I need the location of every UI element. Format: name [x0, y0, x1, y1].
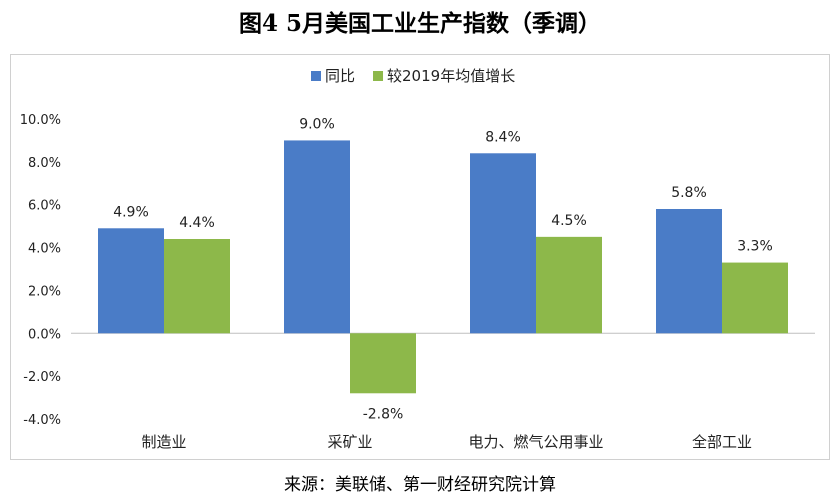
y-tick-label: 4.0% — [28, 242, 61, 257]
bar — [536, 236, 602, 334]
chart-title: 图4 5月美国工业生产指数（季调） — [238, 10, 601, 37]
legend-swatch — [373, 71, 384, 81]
data-label: 3.3% — [737, 239, 773, 255]
y-tick-label: -4.0% — [23, 413, 61, 428]
data-label: 4.5% — [551, 213, 587, 229]
y-tick-label: 8.0% — [28, 156, 61, 171]
legend-swatch — [311, 71, 321, 81]
bar — [722, 262, 788, 334]
chart-frame: 10.0% 8.0% 6.0% 4.0% 2.0% 0.0% -2.0% -4.0% 4.9% 4… — [10, 54, 830, 460]
y-tick-label: 6.0% — [28, 199, 61, 214]
bar — [284, 140, 350, 334]
data-label: 9.0% — [299, 116, 335, 132]
x-tick-label: 采矿业 — [327, 433, 372, 451]
bar — [656, 209, 722, 334]
data-label: 8.4% — [485, 129, 521, 145]
data-label: -2.8% — [363, 406, 404, 422]
x-tick-label: 电力、燃气公用事业 — [468, 433, 603, 451]
x-tick-label: 制造业 — [141, 433, 186, 451]
legend-label: 较2019年均值增长 — [387, 67, 515, 85]
y-tick-label: 2.0% — [28, 284, 61, 299]
data-label: 4.9% — [113, 204, 149, 220]
bar — [164, 239, 230, 334]
bar-chart: 10.0% 8.0% 6.0% 4.0% 2.0% 0.0% -2.0% -4.0% 4.9% 4… — [20, 67, 815, 451]
x-tick-label: 全部工业 — [692, 433, 752, 451]
bar — [98, 228, 164, 334]
legend-label: 同比 — [325, 67, 355, 85]
source-note: 来源：美联储、第一财经研究院计算 — [284, 475, 556, 495]
data-label: 5.8% — [671, 185, 707, 201]
y-tick-label: -2.0% — [23, 370, 61, 385]
y-tick-label: 10.0% — [20, 113, 61, 128]
bar — [350, 333, 416, 394]
y-tick-label: 0.0% — [28, 327, 61, 342]
bar — [470, 153, 536, 334]
data-label: 4.4% — [179, 215, 215, 231]
